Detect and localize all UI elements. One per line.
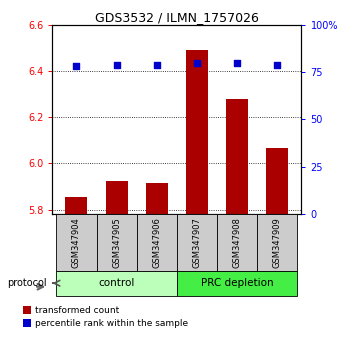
- Text: GSM347907: GSM347907: [192, 217, 201, 268]
- Point: [234, 60, 240, 65]
- Point: [74, 64, 79, 69]
- Bar: [186, 50, 208, 214]
- Bar: [266, 148, 288, 214]
- Bar: [137, 214, 177, 271]
- Bar: [56, 271, 177, 296]
- Bar: [146, 183, 168, 214]
- Text: protocol: protocol: [7, 278, 47, 288]
- Point: [194, 60, 200, 65]
- Bar: [65, 197, 87, 214]
- Point: [274, 62, 280, 67]
- Text: control: control: [99, 278, 135, 288]
- Bar: [217, 214, 257, 271]
- Text: GSM347905: GSM347905: [112, 217, 121, 268]
- Bar: [177, 214, 217, 271]
- Legend: transformed count, percentile rank within the sample: transformed count, percentile rank withi…: [23, 307, 188, 328]
- Bar: [257, 214, 297, 271]
- Text: GSM347908: GSM347908: [232, 217, 242, 268]
- Title: GDS3532 / ILMN_1757026: GDS3532 / ILMN_1757026: [95, 11, 259, 24]
- Bar: [96, 214, 137, 271]
- Bar: [226, 99, 248, 214]
- Text: GSM347904: GSM347904: [72, 217, 81, 268]
- Text: PRC depletion: PRC depletion: [201, 278, 274, 288]
- Point: [114, 62, 119, 67]
- Bar: [177, 271, 297, 296]
- Bar: [105, 181, 128, 214]
- Text: GSM347909: GSM347909: [273, 217, 282, 268]
- Bar: [56, 214, 96, 271]
- Point: [154, 62, 160, 67]
- Text: GSM347906: GSM347906: [152, 217, 161, 268]
